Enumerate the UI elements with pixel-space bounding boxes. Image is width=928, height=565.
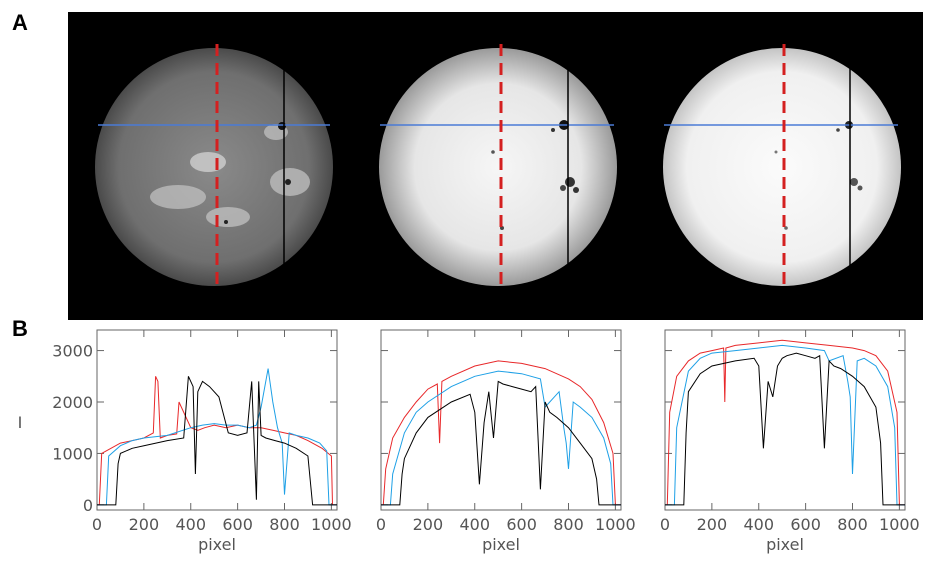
y-tick-label: 3000: [52, 342, 93, 361]
sunspot: [278, 122, 286, 130]
x-tick-label: 0: [92, 515, 102, 534]
series-line-black: [97, 376, 337, 506]
sunspot: [560, 185, 566, 191]
x-tick-label: 600: [790, 515, 821, 534]
sunspot: [551, 128, 555, 132]
sunspot: [491, 150, 495, 154]
solar-image-strip: [68, 12, 923, 320]
x-tick-label: 600: [222, 515, 253, 534]
x-axis-label: pixel: [766, 535, 804, 554]
x-tick-label: 200: [129, 515, 160, 534]
x-tick-label: 200: [413, 515, 444, 534]
sunspot: [285, 179, 291, 185]
sunspot: [850, 178, 858, 186]
plot-frame: [664, 329, 906, 511]
x-tick-label: 1000: [879, 515, 920, 534]
panel-label-a: A: [12, 10, 28, 35]
x-tick-label: 400: [175, 515, 206, 534]
x-tick-label: 0: [376, 515, 386, 534]
y-tick-label: 2000: [52, 393, 93, 412]
x-tick-label: 400: [459, 515, 490, 534]
sunspot: [774, 150, 778, 154]
x-tick-label: 1000: [595, 515, 636, 534]
series-line-red: [381, 360, 621, 506]
plage-region: [150, 185, 206, 209]
disk-2-body: [379, 48, 617, 286]
series-line-black: [665, 352, 905, 506]
plage-region: [190, 152, 226, 172]
sunspot: [500, 226, 504, 230]
solar-disk-3: [663, 44, 901, 290]
x-tick-label: 0: [660, 515, 670, 534]
sunspot: [784, 226, 788, 230]
x-tick-label: 600: [506, 515, 537, 534]
solar-disk-images: [68, 12, 923, 320]
plot-frame: [380, 329, 622, 511]
panel-label-b: B: [12, 316, 28, 341]
sunspot: [836, 128, 840, 132]
profile-chart-3: 0 200 400 600 800 1000 pixel: [660, 329, 920, 554]
x-tick-label: 800: [269, 515, 300, 534]
solar-disk-2: [379, 44, 617, 290]
x-tick-label: 200: [697, 515, 728, 534]
disk-3-body: [663, 48, 901, 286]
series-line-blue: [97, 368, 337, 506]
y-axis-label: I: [18, 413, 23, 432]
sunspot: [573, 187, 579, 193]
profile-chart-1: 0 200 400 600 800 1000 0 1000 2000 3000 pixel I: [18, 329, 352, 554]
sunspot: [224, 220, 228, 224]
x-axis-label: pixel: [198, 535, 236, 554]
x-tick-label: 800: [837, 515, 868, 534]
series-line-red: [665, 339, 905, 506]
plot-frame: [96, 329, 338, 511]
x-axis-label: pixel: [482, 535, 520, 554]
y-tick-label: 0: [83, 496, 93, 515]
plage-region: [206, 207, 250, 227]
series-line-blue: [665, 344, 905, 506]
x-tick-label: 1000: [311, 515, 352, 534]
series-line-black: [381, 380, 621, 506]
sunspot: [565, 177, 575, 187]
x-tick-label: 800: [553, 515, 584, 534]
x-tick-label: 400: [743, 515, 774, 534]
solar-disk-1: [95, 44, 333, 290]
sunspot: [857, 185, 863, 191]
y-tick-label: 1000: [52, 444, 93, 463]
profile-chart-2: 0 200 400 600 800 1000 pixel: [376, 329, 636, 554]
